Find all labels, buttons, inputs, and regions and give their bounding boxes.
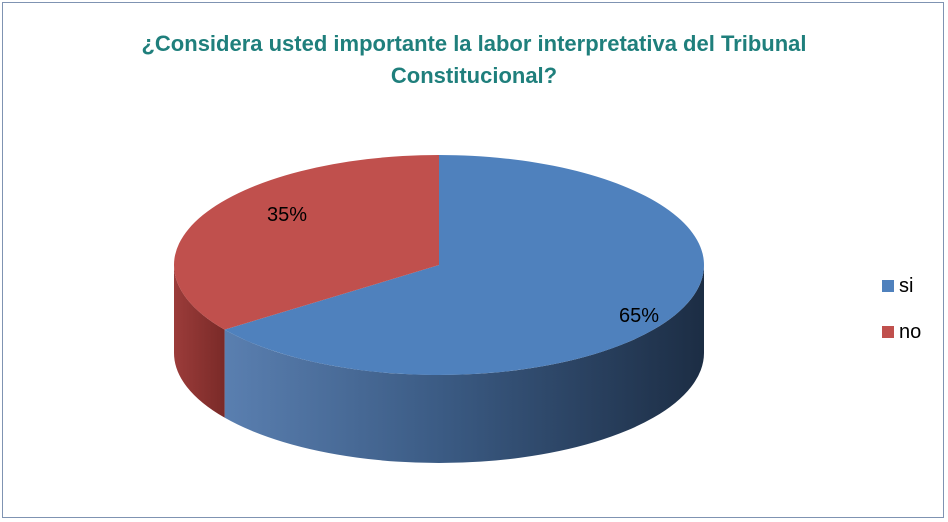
legend-item-no: no bbox=[882, 320, 921, 344]
chart-title: ¿Considera usted importante la labor int… bbox=[80, 28, 868, 92]
chart-title-line-1: ¿Considera usted importante la labor int… bbox=[141, 31, 807, 56]
pie-labels: 65% 35% bbox=[267, 204, 659, 327]
pie-tops bbox=[173, 154, 704, 375]
legend-label-si: si bbox=[899, 274, 914, 297]
legend-item-si: si bbox=[882, 274, 921, 298]
chart-title-line-2: Constitucional? bbox=[390, 63, 558, 88]
pie-slice-si bbox=[224, 155, 704, 375]
data-label-no: 35% bbox=[267, 204, 307, 226]
legend-swatch-si bbox=[882, 280, 894, 292]
pie-sides bbox=[174, 265, 705, 464]
pie-side-no bbox=[174, 265, 225, 418]
legend-label-no: no bbox=[899, 320, 922, 343]
legend: si no bbox=[882, 274, 921, 366]
data-label-si: 65% bbox=[619, 305, 659, 327]
pie-slice-no bbox=[173, 154, 440, 330]
legend-swatch-no bbox=[882, 326, 894, 338]
pie-side-si bbox=[224, 265, 705, 464]
